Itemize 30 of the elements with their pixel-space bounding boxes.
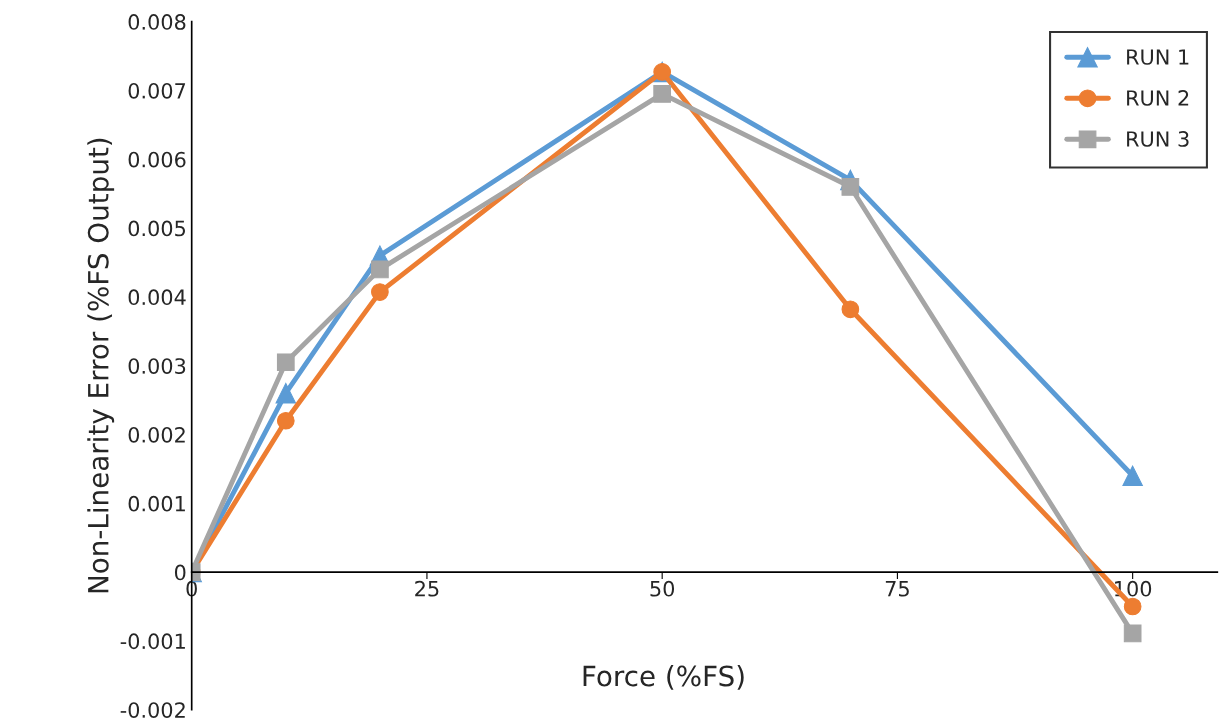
point: [275, 382, 297, 404]
y-tick-label: 0.002: [128, 426, 185, 443]
point: [276, 353, 295, 372]
x-axis-title: Force (%FS): [583, 665, 744, 690]
legend-label: RUN 1: [1127, 49, 1189, 65]
y-tick-label: 0.004: [128, 289, 186, 306]
point: [1123, 624, 1142, 643]
y-tick-label: -0.001: [120, 633, 185, 650]
x-tick-label: 50: [650, 580, 675, 597]
point: [841, 177, 860, 196]
y-tick-label: 0: [174, 564, 186, 581]
y-tick-label: -0.002: [120, 702, 185, 718]
point: [371, 283, 389, 301]
y-tick-label: 0.007: [128, 82, 186, 99]
y-tick-label: 0.005: [128, 220, 186, 237]
point: [1122, 465, 1143, 487]
y-tick-label: 0.003: [128, 358, 186, 374]
y-axis-title: Non-Linearity Error (%FS Output): [87, 138, 115, 593]
x-tick-label: 25: [415, 580, 439, 597]
legend-label: RUN 2: [1127, 90, 1189, 106]
y-tick-label: 0.008: [128, 14, 186, 30]
point: [841, 300, 860, 319]
point: [653, 85, 672, 103]
legend-label: RUN 3: [1127, 131, 1189, 147]
point: [276, 411, 295, 430]
y-tick-label: 0.001: [128, 495, 185, 512]
y-tick-label: 0.006: [128, 151, 186, 168]
point: [1123, 597, 1142, 616]
x-tick-label: 75: [885, 581, 909, 597]
point: [371, 260, 389, 279]
